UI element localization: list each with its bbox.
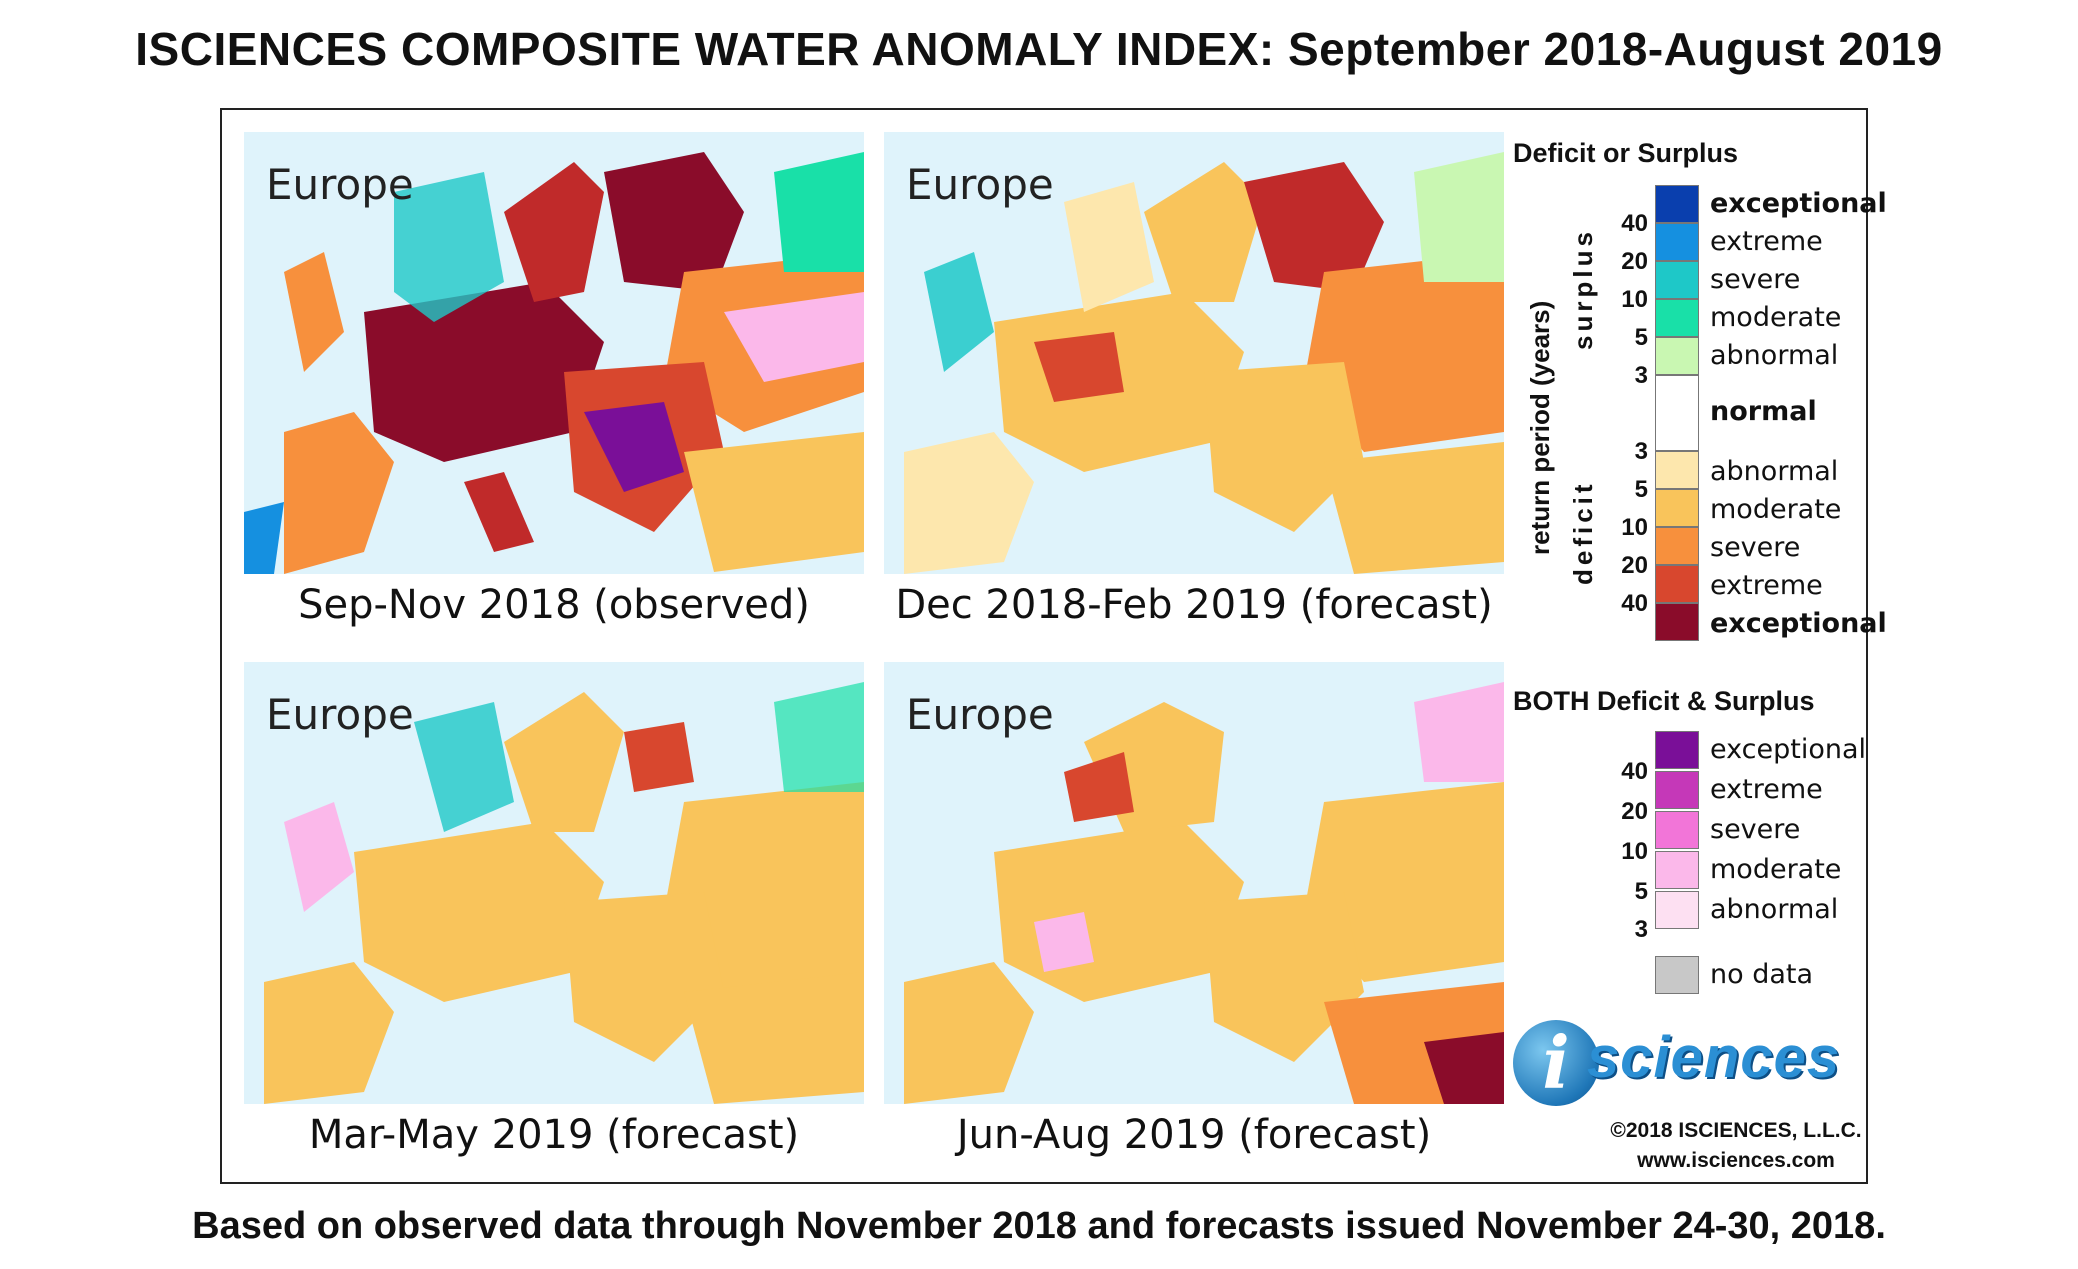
legend-swatch-deficit-moderate	[1655, 489, 1699, 527]
legend-deficit-label: deficit	[1568, 480, 1598, 585]
legend-label: abnormal	[1710, 340, 1839, 371]
legend-tick: 20	[1621, 552, 1648, 579]
legend-swatch-no-data	[1655, 956, 1699, 994]
legend-label-no-data: no data	[1710, 959, 1814, 990]
map-caption: Dec 2018-Feb 2019 (forecast)	[895, 582, 1493, 628]
legend-swatch-surplus-abnormal	[1655, 337, 1699, 375]
europe-map: Europe	[884, 132, 1504, 574]
legend-label: exceptional	[1710, 608, 1887, 639]
logo-text: sciences	[1587, 1025, 1841, 1090]
legend-tick: 3	[1634, 438, 1648, 465]
legend-swatch-surplus-exceptional	[1655, 185, 1699, 223]
legend-label: extreme	[1710, 570, 1823, 601]
legend-tick: 10	[1621, 838, 1648, 865]
legend-label: moderate	[1710, 302, 1842, 333]
footer-note: Based on observed data through November …	[192, 1205, 1886, 1247]
legend-title-both: BOTH Deficit & Surplus	[1513, 686, 1815, 716]
website-link[interactable]: www.isciences.com	[1637, 1149, 1835, 1172]
legend-swatch-deficit-exceptional	[1655, 603, 1699, 641]
map-region-label: Europe	[266, 690, 414, 739]
legend-swatch-deficit-extreme	[1655, 565, 1699, 603]
legend-label: extreme	[1710, 226, 1823, 257]
legend-tick: 10	[1621, 514, 1648, 541]
map-graphic	[244, 662, 864, 1104]
copyright-text: ©2018 ISCIENCES, L.L.C.	[1610, 1119, 1862, 1142]
legend-tick: 40	[1621, 210, 1648, 237]
map-region-label: Europe	[266, 160, 414, 209]
legend-title-deficit-surplus: Deficit or Surplus	[1513, 138, 1739, 168]
map-region-label: Europe	[906, 160, 1054, 209]
legend-swatch-both-extreme	[1655, 771, 1699, 809]
legend-tick: 3	[1634, 916, 1648, 943]
page-title: ISCIENCES COMPOSITE WATER ANOMALY INDEX:…	[135, 23, 1943, 75]
map-panel-dec-feb-2019: Europe Dec 2018-Feb 2019 (forecast)	[884, 132, 1504, 628]
legend-swatch-surplus-extreme	[1655, 223, 1699, 261]
legend-label: severe	[1710, 264, 1801, 295]
legend-tick: 10	[1621, 286, 1648, 313]
map-panel-mar-may-2019: Europe Mar-May 2019 (forecast)	[244, 662, 864, 1158]
legend-surplus-label: surplus	[1568, 228, 1598, 350]
map-panel-jun-aug-2019: Europe Jun-Aug 2019 (forecast)	[884, 662, 1504, 1158]
map-graphic	[884, 662, 1504, 1104]
legend-label: moderate	[1710, 854, 1842, 885]
legend-tick: 40	[1621, 590, 1648, 617]
legend-label: exceptional	[1710, 188, 1887, 219]
legend-tick: 40	[1621, 758, 1648, 785]
europe-map: Europe	[884, 662, 1504, 1104]
legend-tick: 5	[1634, 476, 1648, 503]
isciences-logo-icon: i	[1513, 1020, 1599, 1106]
copyright-block: ©2018 ISCIENCES, L.L.C. www.isciences.co…	[1606, 1116, 1866, 1176]
legend-swatch-both-exceptional	[1655, 731, 1699, 769]
legend-label: extreme	[1710, 774, 1823, 805]
legend-tick: 20	[1621, 798, 1648, 825]
legend-swatch-normal	[1655, 375, 1699, 451]
legend-tick: 5	[1634, 324, 1648, 351]
legend-label: severe	[1710, 814, 1801, 845]
legend-label: moderate	[1710, 494, 1842, 525]
legend-swatch-deficit-abnormal	[1655, 451, 1699, 489]
isciences-logo: i sciences	[1513, 1020, 1853, 1120]
legend-tick: 3	[1634, 362, 1648, 389]
legend-label: abnormal	[1710, 456, 1839, 487]
europe-map: Europe	[244, 132, 864, 574]
legend-swatch-both-severe	[1655, 811, 1699, 849]
legend-label: severe	[1710, 532, 1801, 563]
map-caption: Mar-May 2019 (forecast)	[308, 1112, 800, 1158]
legend-tick: 20	[1621, 248, 1648, 275]
legend-swatch-surplus-moderate	[1655, 299, 1699, 337]
map-panel-sep-nov-2018: Europe Sep-Nov 2018 (observed)	[244, 132, 864, 628]
legend-swatch-both-abnormal	[1655, 891, 1699, 929]
legend-label: abnormal	[1710, 894, 1839, 925]
legend-label-normal: normal	[1710, 396, 1817, 427]
legend-swatch-deficit-severe	[1655, 527, 1699, 565]
legend-swatch-surplus-severe	[1655, 261, 1699, 299]
europe-map: Europe	[244, 662, 864, 1104]
legend-swatch-both-moderate	[1655, 851, 1699, 889]
map-caption: Sep-Nov 2018 (observed)	[298, 582, 810, 628]
map-graphic	[244, 132, 864, 574]
map-graphic	[884, 132, 1504, 574]
legend-axis-label: return period (years)	[1525, 300, 1555, 555]
figure-frame: Europe Sep-Nov 2018 (observed) Europe D	[220, 108, 1868, 1184]
legend-label: exceptional	[1710, 734, 1867, 765]
map-caption: Jun-Aug 2019 (forecast)	[956, 1112, 1432, 1158]
legend-tick: 5	[1634, 878, 1648, 905]
map-region-label: Europe	[906, 690, 1054, 739]
